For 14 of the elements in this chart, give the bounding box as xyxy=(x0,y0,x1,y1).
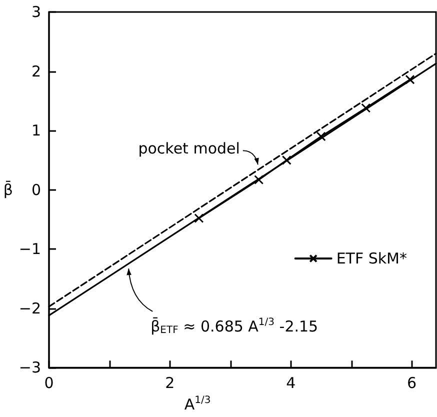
y-tick-label: −1 xyxy=(18,240,41,258)
x-tick-label: 6 xyxy=(407,374,417,392)
y-tick-label: 3 xyxy=(31,3,41,21)
y-tick-label: 0 xyxy=(31,180,41,199)
x-tick-label: 2 xyxy=(165,374,175,392)
series-label: pocket model xyxy=(138,140,240,158)
legend-label: ETF SkM* xyxy=(336,250,408,268)
x-tick-label: 0 xyxy=(44,374,54,392)
x-tick-label: 4 xyxy=(286,374,296,392)
y-tick-label: −2 xyxy=(18,299,41,318)
y-tick-label: −3 xyxy=(18,358,41,377)
y-axis-title: β̄ xyxy=(3,180,13,199)
y-tick-label: 2 xyxy=(31,62,41,80)
y-tick-label: 1 xyxy=(31,122,41,140)
